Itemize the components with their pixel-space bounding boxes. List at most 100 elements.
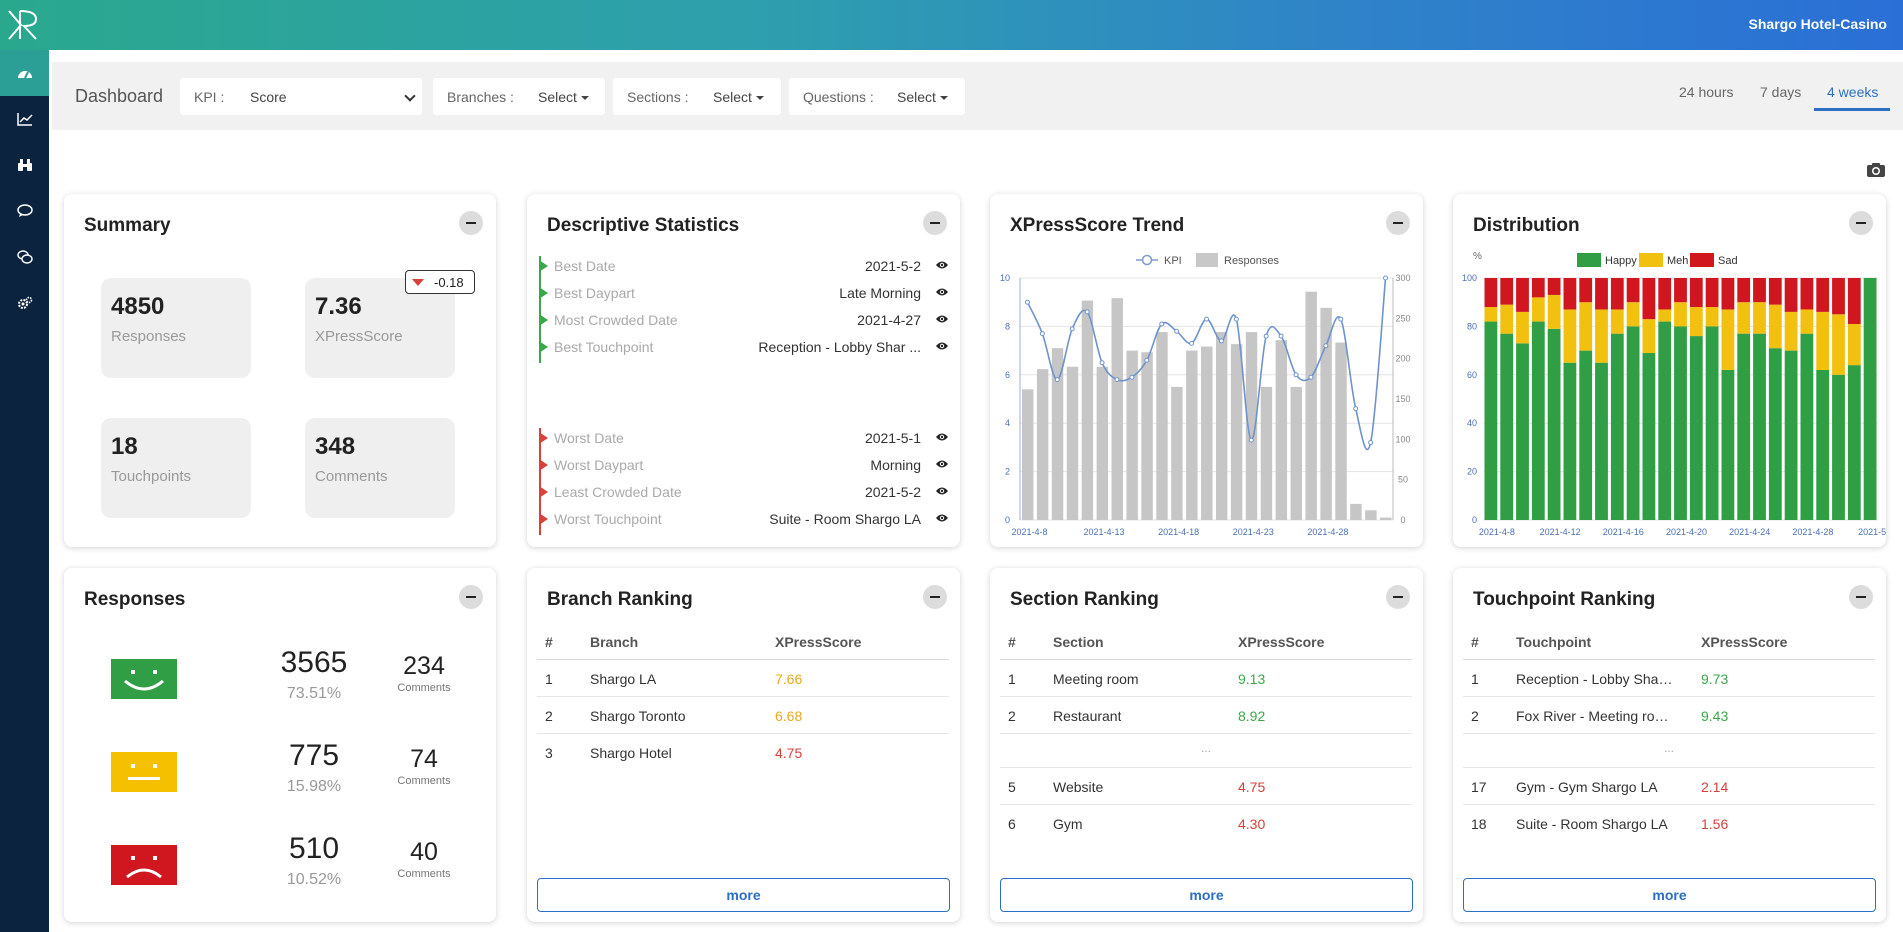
branches-dropdown[interactable]: Select bbox=[538, 89, 589, 105]
table-row[interactable]: 2 Shargo Toronto 6.68 bbox=[537, 697, 949, 734]
table-row[interactable]: 5 Website 4.75 bbox=[1000, 768, 1412, 805]
kpi-point bbox=[1024, 299, 1030, 305]
app-logo-icon[interactable] bbox=[6, 8, 40, 42]
row-rank: 1 bbox=[1471, 671, 1479, 687]
bar-segment-sad bbox=[1674, 278, 1687, 303]
more-button[interactable]: more bbox=[537, 878, 950, 912]
sidebar-item-trends[interactable] bbox=[0, 96, 49, 142]
questions-filter[interactable]: Questions : Select bbox=[789, 78, 965, 115]
minimize-button[interactable] bbox=[1386, 585, 1410, 609]
desc-value: Reception - Lobby Shar ... bbox=[758, 339, 921, 355]
kpi-filter[interactable]: KPI : Score bbox=[180, 78, 422, 115]
eye-icon[interactable] bbox=[935, 432, 949, 442]
minimize-button[interactable] bbox=[923, 585, 947, 609]
more-button[interactable]: more bbox=[1463, 878, 1876, 912]
tab-7-days[interactable]: 7 days bbox=[1760, 84, 1802, 100]
kpi-point bbox=[1338, 316, 1344, 322]
table-row[interactable]: 2 Fox River - Meeting room Shargo LA 9.4… bbox=[1463, 697, 1875, 734]
kpi-series-line bbox=[1026, 277, 1387, 451]
row-score: 9.73 bbox=[1701, 671, 1729, 687]
response-bar bbox=[1126, 350, 1138, 520]
flag-green-icon bbox=[539, 341, 548, 353]
table-row[interactable]: 2 Restaurant 8.92 bbox=[1000, 697, 1412, 734]
response-bar bbox=[1230, 344, 1243, 520]
bar-segment-meh bbox=[1516, 311, 1529, 344]
row-name: Shargo LA bbox=[590, 671, 657, 687]
response-bar bbox=[1156, 332, 1168, 520]
y-tick-label: 0 bbox=[1472, 515, 1477, 525]
tab-24-hours[interactable]: 24 hours bbox=[1679, 84, 1734, 100]
response-comments[interactable]: 40 bbox=[410, 838, 438, 866]
row-score: 9.43 bbox=[1701, 708, 1729, 724]
minimize-button[interactable] bbox=[459, 211, 483, 235]
eye-icon[interactable] bbox=[935, 513, 949, 523]
row-score: 6.68 bbox=[775, 708, 803, 724]
kpi-select[interactable]: Score bbox=[250, 88, 287, 105]
y-left-tick-label: 4 bbox=[1005, 418, 1010, 428]
bar-segment-happy bbox=[1768, 348, 1782, 520]
minimize-button[interactable] bbox=[1386, 211, 1410, 235]
eye-icon[interactable] bbox=[935, 314, 949, 324]
desc-label: Least Crowded Date bbox=[554, 484, 682, 500]
row-score: 7.66 bbox=[775, 671, 803, 687]
questions-dropdown[interactable]: Select bbox=[897, 89, 948, 105]
eye-icon[interactable] bbox=[935, 287, 949, 297]
card-title: Descriptive Statistics bbox=[547, 215, 740, 236]
response-row-sad: 510 10.52% 40 Comments bbox=[64, 824, 496, 904]
header-score: XPressScore bbox=[1238, 634, 1325, 650]
eye-icon[interactable] bbox=[935, 260, 949, 270]
y-right-tick-label: 0 bbox=[1400, 515, 1405, 525]
sidebar-item-explore[interactable] bbox=[0, 142, 49, 188]
score-delta-badge: -0.18 bbox=[405, 270, 475, 294]
distribution-bars bbox=[1484, 278, 1877, 520]
sections-filter[interactable]: Sections : Select bbox=[613, 78, 781, 115]
minimize-button[interactable] bbox=[1849, 211, 1873, 235]
response-comments[interactable]: 74 bbox=[410, 745, 438, 773]
bar-segment-happy bbox=[1579, 350, 1593, 520]
flag-red-icon bbox=[539, 432, 548, 444]
tab-4-weeks[interactable]: 4 weeks bbox=[1827, 84, 1879, 100]
sections-dropdown[interactable]: Select bbox=[713, 89, 764, 105]
row-rank: 3 bbox=[545, 745, 553, 761]
table-row[interactable]: 3 Shargo Hotel 4.75 bbox=[537, 734, 949, 771]
questions-dropdown-value: Select bbox=[897, 88, 936, 105]
sidebar-item-settings[interactable] bbox=[0, 280, 49, 326]
kpi-point bbox=[1054, 377, 1060, 383]
table-row[interactable]: 6 Gym 4.30 bbox=[1000, 805, 1412, 842]
row-score: 4.75 bbox=[775, 745, 803, 761]
bar-segment-meh bbox=[1610, 309, 1624, 334]
settings-icon bbox=[17, 296, 32, 309]
response-bar bbox=[1350, 503, 1362, 520]
filter-bar: Dashboard KPI : Score Branches : Select … bbox=[52, 62, 1903, 130]
bar-segment-meh bbox=[1658, 309, 1672, 322]
eye-icon[interactable] bbox=[935, 341, 949, 351]
minimize-button[interactable] bbox=[1849, 585, 1873, 609]
table-row[interactable]: 17 Gym - Gym Shargo LA 2.14 bbox=[1463, 768, 1875, 805]
sidebar-item-comments[interactable] bbox=[0, 188, 49, 234]
trend-legend: KPI Responses bbox=[1136, 253, 1280, 267]
table-row[interactable]: 18 Suite - Room Shargo LA 1.56 bbox=[1463, 805, 1875, 842]
table-row[interactable]: 1 Shargo LA 7.66 bbox=[537, 660, 949, 697]
table-row[interactable]: 1 Meeting room 9.13 bbox=[1000, 660, 1412, 697]
comments-label: Comments bbox=[397, 682, 451, 694]
sidebar-item-conversations[interactable] bbox=[0, 234, 49, 280]
eye-icon[interactable] bbox=[935, 459, 949, 469]
desc-row-worst-date: Worst Date 2021-5-1 bbox=[539, 425, 949, 452]
y-unit-label: % bbox=[1473, 251, 1482, 262]
y-right-tick-label: 200 bbox=[1395, 354, 1410, 364]
sidebar-item-dashboard[interactable] bbox=[0, 50, 49, 96]
response-bar bbox=[1290, 386, 1302, 520]
response-comments[interactable]: 234 bbox=[403, 652, 445, 680]
bar-segment-meh bbox=[1484, 307, 1498, 322]
company-name[interactable]: Shargo Hotel-Casino bbox=[1748, 16, 1887, 32]
branches-filter[interactable]: Branches : Select bbox=[433, 78, 605, 115]
minimize-button[interactable] bbox=[923, 211, 947, 235]
bar-segment-sad bbox=[1847, 278, 1861, 324]
eye-icon[interactable] bbox=[935, 486, 949, 496]
row-rank: 17 bbox=[1471, 779, 1487, 795]
minimize-button[interactable] bbox=[459, 585, 483, 609]
table-row[interactable]: 1 Reception - Lobby Shargo LA 9.73 bbox=[1463, 660, 1875, 697]
more-button[interactable]: more bbox=[1000, 878, 1413, 912]
header-rank: # bbox=[545, 634, 553, 650]
camera-icon[interactable] bbox=[1866, 162, 1886, 178]
